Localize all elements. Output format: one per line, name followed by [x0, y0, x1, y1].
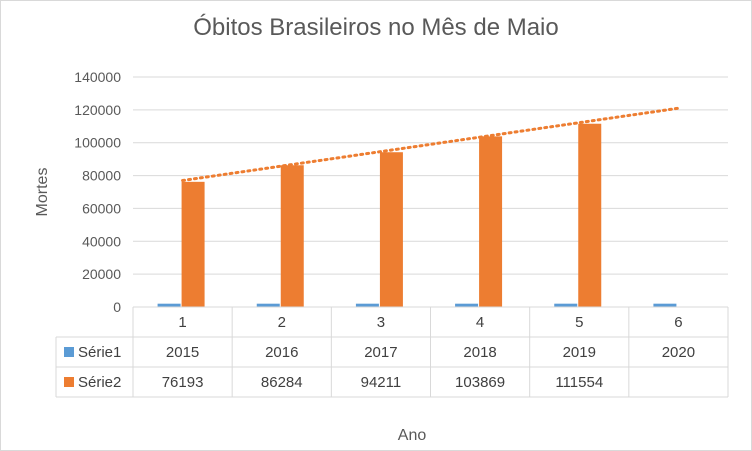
bar-serie1 [554, 303, 578, 307]
table-cell-value: 2018 [463, 344, 496, 361]
bar-serie2 [379, 152, 403, 307]
x-category-label: 6 [674, 314, 682, 331]
chart-title: Óbitos Brasileiros no Mês de Maio [193, 14, 559, 41]
bar-serie1 [157, 303, 181, 307]
y-tick-label: 40000 [82, 233, 121, 249]
y-tick-label: 100000 [74, 135, 121, 151]
trendline-serie2 [181, 106, 680, 182]
bar-serie1 [653, 303, 677, 307]
y-tick-label: 80000 [82, 168, 121, 184]
bar-serie2 [578, 123, 602, 307]
bar-serie1 [256, 303, 280, 307]
y-tick-label: 0 [113, 299, 121, 315]
table-cell-value: 76193 [162, 374, 204, 391]
x-category-label: 1 [178, 314, 186, 331]
table-cell-value: 2020 [662, 344, 695, 361]
table-cell-value: 94211 [361, 374, 402, 391]
bar-serie2 [280, 165, 304, 307]
bar-serie2 [479, 136, 503, 307]
y-axis-title: Mortes [34, 168, 51, 217]
table-cell-value: 2015 [166, 344, 199, 361]
y-tick-label: 60000 [82, 200, 121, 216]
table-cell-value: 86284 [261, 374, 303, 391]
table-cell-value: 2017 [364, 344, 397, 361]
bar-serie1 [355, 303, 379, 307]
legend-key-serie1 [64, 347, 74, 357]
table-cell-value: 2019 [563, 344, 596, 361]
y-tick-label: 20000 [82, 266, 121, 282]
x-category-label: 3 [377, 314, 385, 331]
table-cell-value: 103869 [455, 374, 505, 391]
x-axis-title: Ano [398, 427, 427, 444]
table-cell-value: 2016 [265, 344, 298, 361]
legend-key-serie2 [64, 377, 74, 387]
legend-label-serie1: Série1 [78, 344, 121, 361]
x-category-label: 2 [278, 314, 286, 331]
table-cell-value: 111554 [555, 374, 603, 391]
bar-serie1 [455, 303, 479, 307]
x-category-label: 5 [575, 314, 583, 331]
y-tick-label: 140000 [74, 69, 121, 85]
bar-serie2 [181, 181, 205, 307]
legend-label-serie2: Série2 [78, 374, 121, 391]
y-tick-label: 120000 [74, 102, 121, 118]
x-category-label: 4 [476, 314, 484, 331]
